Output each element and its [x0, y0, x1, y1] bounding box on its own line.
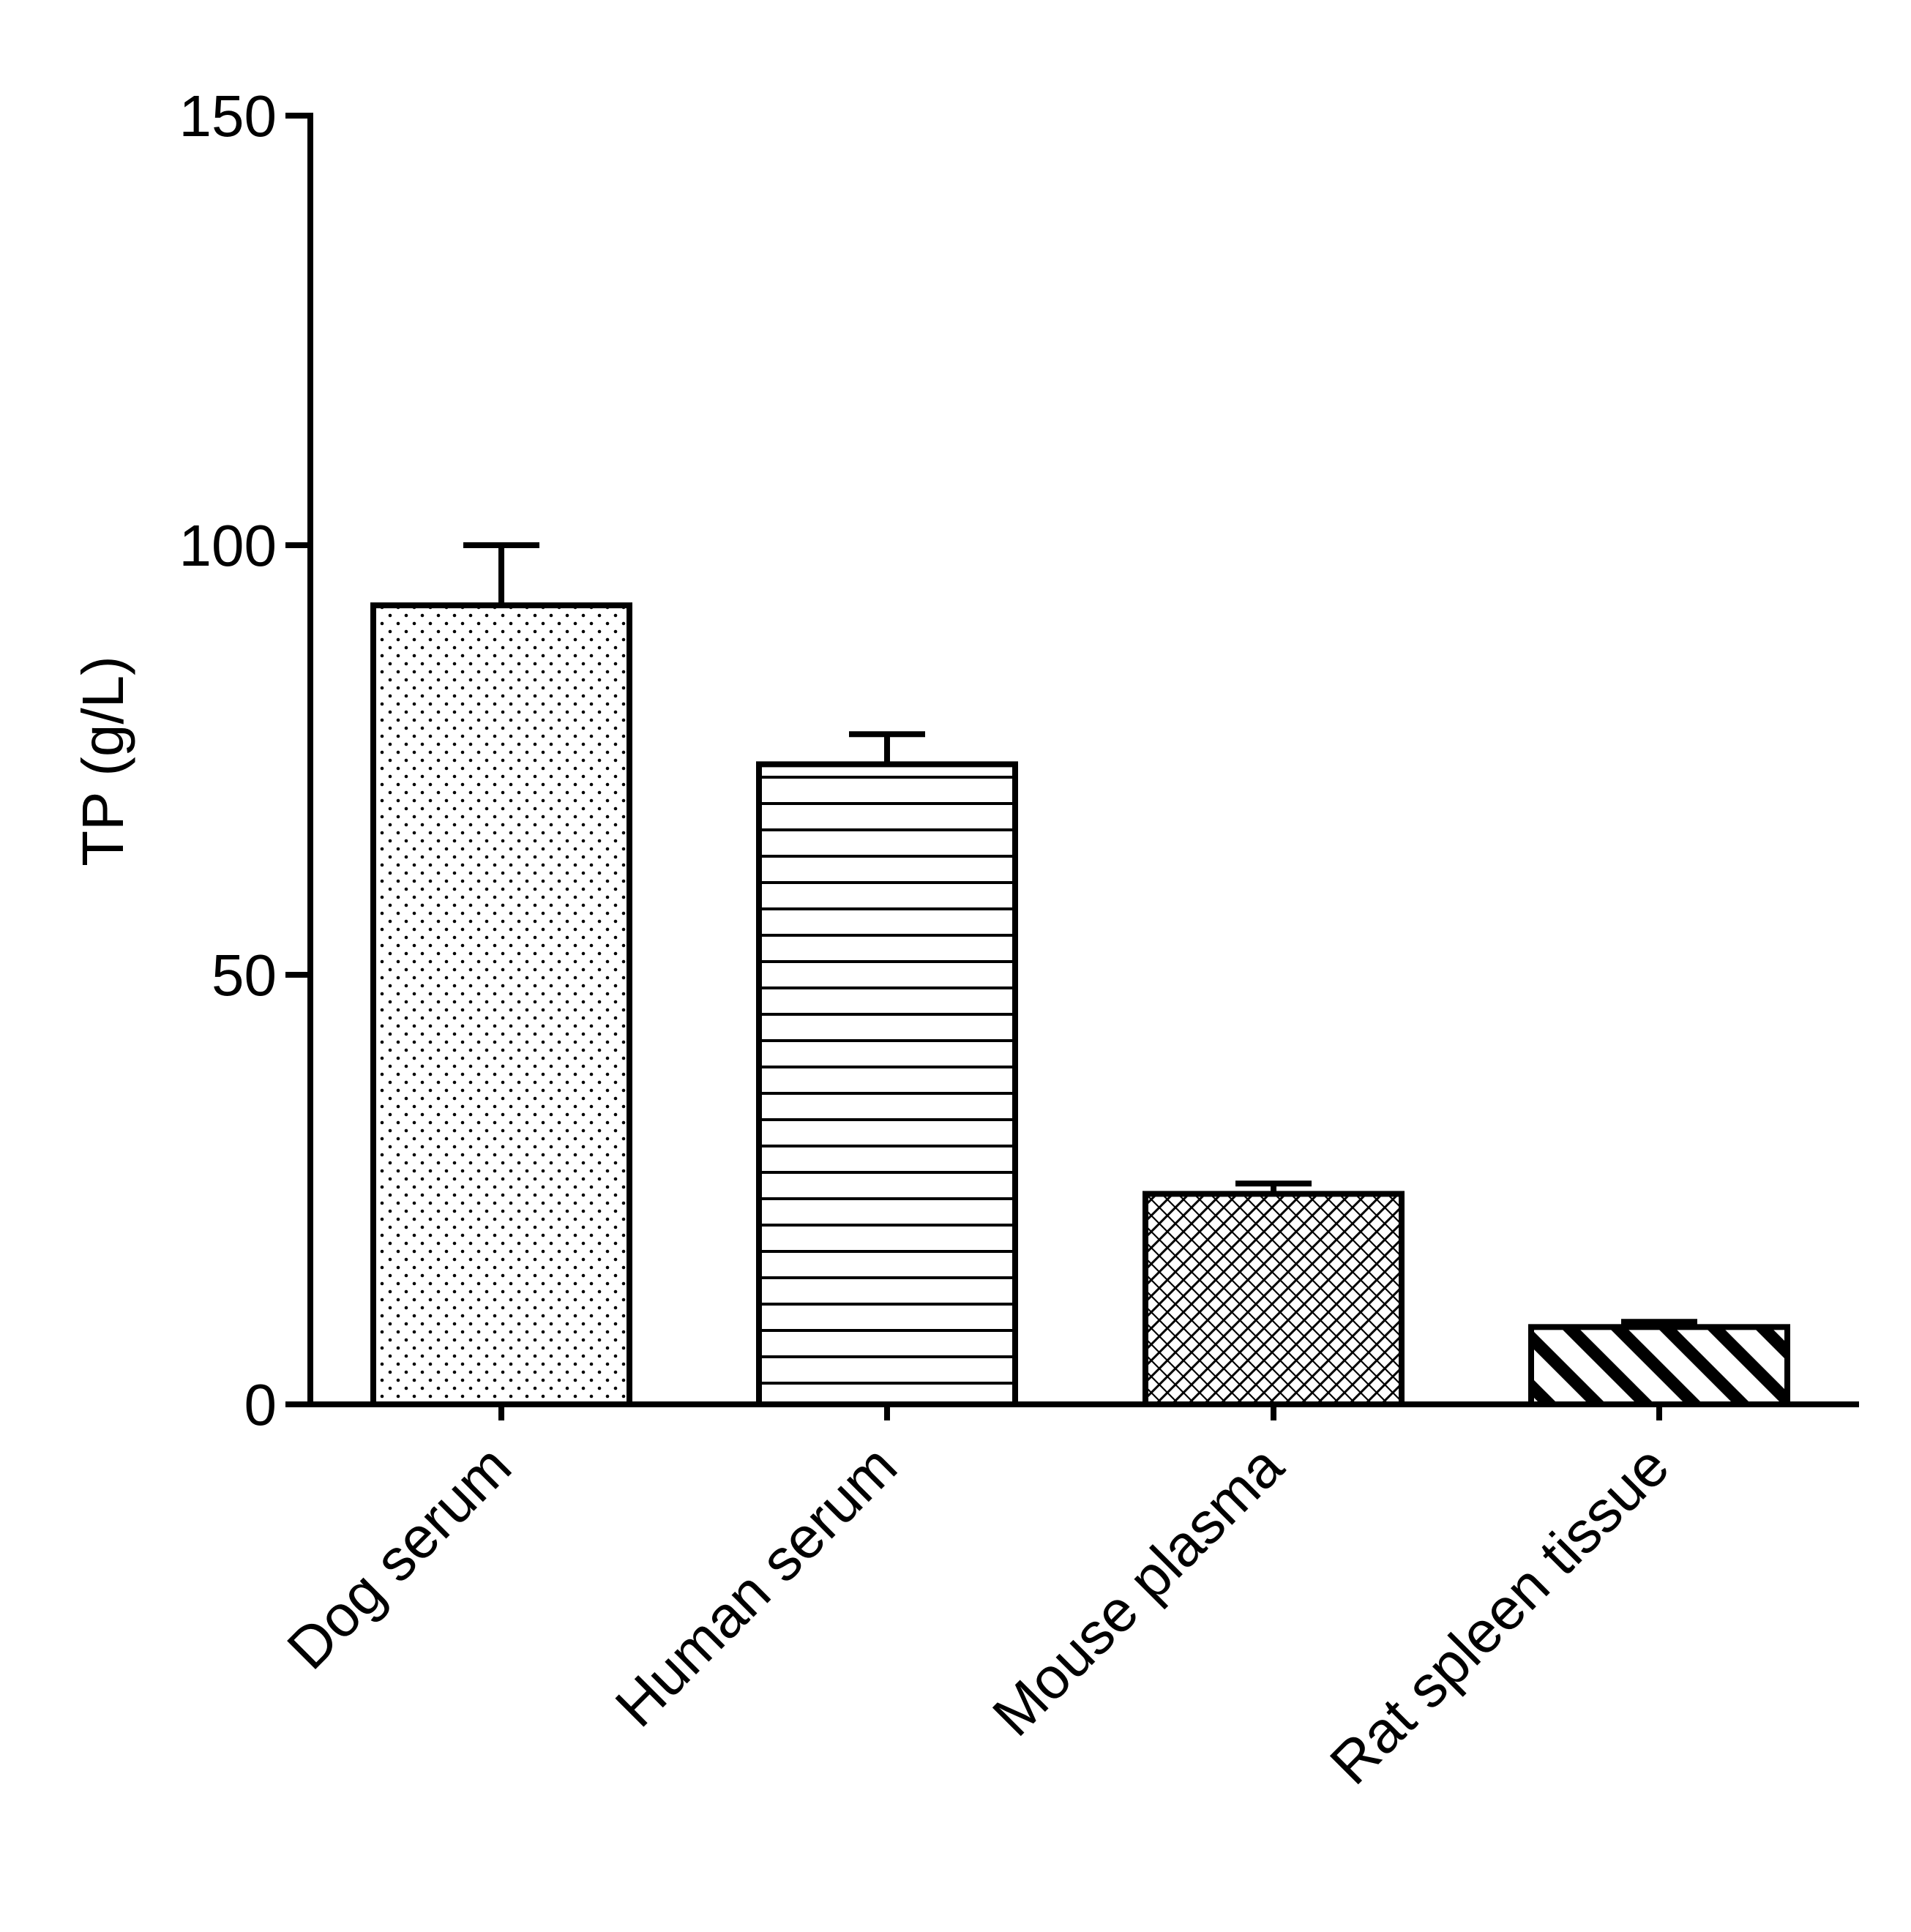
y-axis-label: TP (g/L): [70, 656, 135, 866]
x-tick-label: Rat spleen tissue: [1317, 1433, 1681, 1797]
y-tick-label: 150: [179, 83, 277, 149]
error-bars-layer: [463, 542, 1697, 1328]
y-tick-label: 100: [179, 513, 277, 578]
bar-dog-serum: [370, 602, 632, 1407]
y-tick-label: 0: [244, 1372, 277, 1437]
x-ticks: Dog serum Human serum Mouse plasma Rat sple…: [274, 1404, 1681, 1797]
bars-layer: [370, 602, 1790, 1407]
bar-mouse-plasma: [1143, 1191, 1405, 1407]
x-tick-label: Mouse plasma: [980, 1433, 1295, 1748]
x-tick-label: Dog serum: [274, 1433, 523, 1682]
x-tick-label: Human serum: [603, 1433, 909, 1739]
y-tick-label: 50: [212, 943, 277, 1008]
y-ticks: 0 50 100 150: [179, 83, 310, 1437]
bar-rat-spleen-tissue: [1528, 1324, 1790, 1407]
bar-human-serum: [756, 761, 1018, 1407]
